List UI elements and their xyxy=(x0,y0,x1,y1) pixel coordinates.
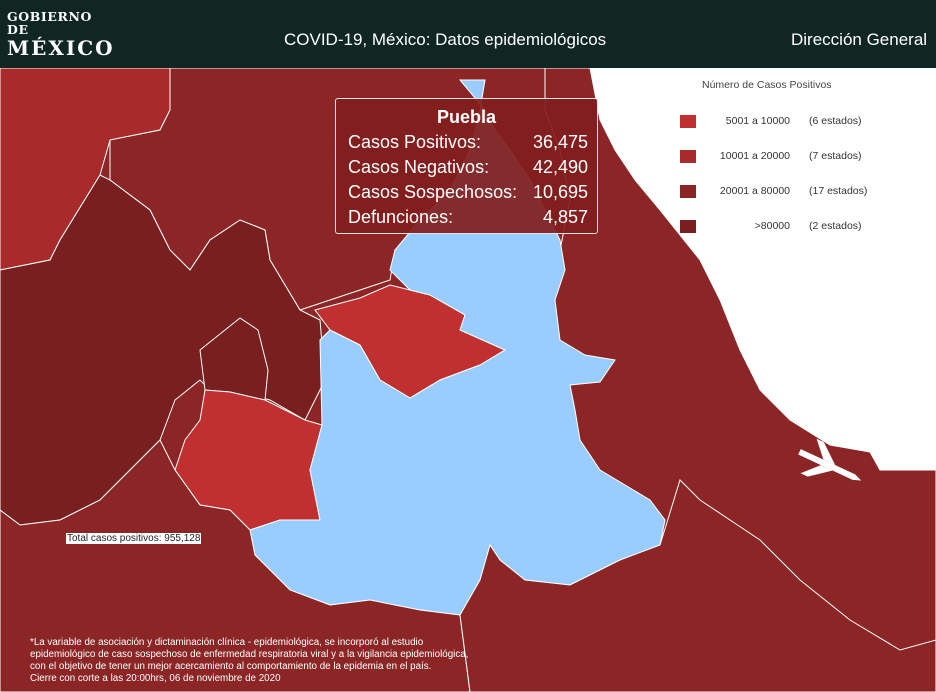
tooltip-value: 4,857 xyxy=(542,207,588,227)
legend-count: (17 estados) xyxy=(809,185,868,197)
header-link-direccion[interactable]: Dirección General xyxy=(791,30,928,49)
gulf-sea xyxy=(585,68,936,470)
footnote-line: *La variable de asociación y dictaminaci… xyxy=(30,637,424,648)
legend-count: (6 estados) xyxy=(809,115,862,127)
airplane-icon xyxy=(798,438,862,481)
footnote-line: epidemiológico de caso sospechoso de enf… xyxy=(30,649,469,660)
page-title: COVID-19, México: Datos epidemiológicos xyxy=(284,30,607,49)
tooltip-value: 36,475 xyxy=(532,132,588,152)
footnote: *La variable de asociación y dictaminaci… xyxy=(30,637,550,685)
tooltip-label: Defunciones: xyxy=(348,207,454,227)
legend-title: Número de Casos Positivos xyxy=(702,79,832,91)
legend-range: >80000 xyxy=(754,220,790,232)
header: GOBIERNO DE MÉXICO COVID-19, México: Dat… xyxy=(0,0,936,68)
tooltip-row: Defunciones: 4,857 xyxy=(348,207,588,229)
state-tooltip: Puebla Casos Positivos: 36,475 Casos Neg… xyxy=(335,98,598,234)
tooltip-label: Casos Sospechosos: xyxy=(348,182,518,202)
total-positive-cases: Total casos positivos: 955,128 xyxy=(66,533,202,544)
tooltip-label: Casos Positivos: xyxy=(348,132,482,152)
legend-item[interactable]: 20001 a 80000 (17 estados) xyxy=(670,185,870,199)
legend-swatch xyxy=(680,150,696,163)
logo-line1: GOBIERNO DE xyxy=(7,9,93,37)
tooltip-state-name: Puebla xyxy=(436,107,497,127)
legend-range: 10001 a 20000 xyxy=(719,150,790,162)
tooltip-value: 42,490 xyxy=(532,157,588,177)
legend-item[interactable]: >80000 (2 estados) xyxy=(670,220,870,234)
legend-count: (2 estados) xyxy=(809,220,862,232)
legend-item[interactable]: 5001 a 10000 (6 estados) xyxy=(670,115,870,129)
tooltip-row: Casos Sospechosos: 10,695 xyxy=(348,182,588,204)
footnote-line: Cierre con corte a las 20:00hrs, 06 de n… xyxy=(30,673,281,684)
legend-item[interactable]: 10001 a 20000 (7 estados) xyxy=(670,150,870,164)
state-oaxaca xyxy=(459,479,936,692)
tooltip-label: Casos Negativos: xyxy=(348,157,490,177)
legend-range: 5001 a 10000 xyxy=(725,115,790,127)
tooltip-row: Casos Positivos: 36,475 xyxy=(348,132,588,154)
footnote-line: con el objetivo de tener un mejor acerca… xyxy=(30,661,432,672)
legend-swatch xyxy=(680,115,696,128)
logo-line2: MÉXICO xyxy=(7,36,115,60)
legend-swatch xyxy=(680,220,696,233)
legend-swatch xyxy=(680,185,696,198)
legend-range: 20001 a 80000 xyxy=(719,185,790,197)
tooltip-row: Casos Negativos: 42,490 xyxy=(348,157,588,179)
gobierno-logo[interactable]: GOBIERNO DE MÉXICO xyxy=(7,9,117,60)
legend-count: (7 estados) xyxy=(809,150,862,162)
tooltip-value: 10,695 xyxy=(532,182,588,202)
